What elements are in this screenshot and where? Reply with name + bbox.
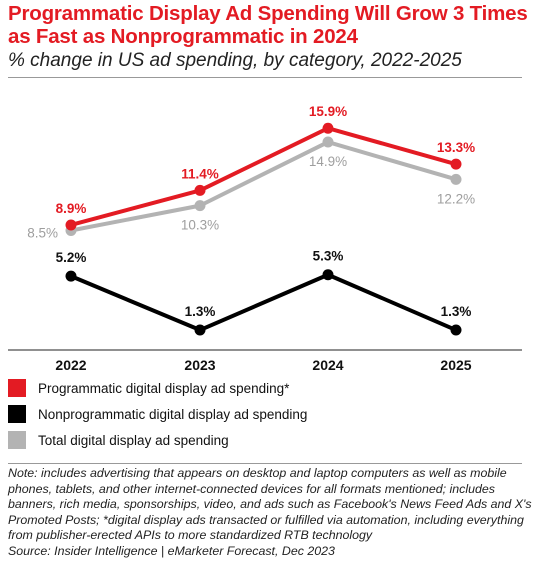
data-point: [65, 219, 77, 231]
legend-swatch-programmatic: [8, 379, 26, 397]
series-line-2: [70, 140, 457, 233]
chart-title: Programmatic Display Ad Spending Will Gr…: [8, 2, 528, 48]
data-label: 5.2%: [56, 250, 87, 265]
data-label: 11.4%: [181, 166, 219, 181]
data-point: [322, 122, 334, 134]
data-label: 5.3%: [313, 249, 344, 264]
legend-swatch-total: [8, 431, 26, 449]
legend-swatch-nonprogrammatic: [8, 405, 26, 423]
x-tick-label: 2022: [55, 357, 86, 370]
data-point: [450, 173, 462, 185]
data-point: [450, 324, 462, 336]
data-label: 14.9%: [309, 154, 347, 169]
chart-subtitle: % change in US ad spending, by category,…: [8, 50, 462, 71]
data-point: [194, 200, 206, 212]
data-label: 1.3%: [185, 304, 216, 319]
data-label: 10.3%: [181, 218, 219, 233]
x-tick-label: 2025: [440, 357, 471, 370]
legend-item-total: Total digital display ad spending: [8, 427, 528, 453]
footer-divider: [8, 463, 522, 464]
note-text: Note: includes advertising that appears …: [8, 466, 532, 543]
legend-item-programmatic: Programmatic digital display ad spending…: [8, 375, 528, 401]
data-point: [194, 324, 206, 336]
series-line-0: [70, 126, 457, 227]
data-point: [194, 184, 206, 196]
source-text: Source: Insider Intelligence | eMarketer…: [8, 543, 335, 558]
legend-label-nonprogrammatic: Nonprogrammatic digital display ad spend…: [38, 406, 308, 422]
header-divider: [8, 77, 522, 78]
legend-label-programmatic: Programmatic digital display ad spending…: [38, 380, 290, 396]
data-point: [322, 269, 334, 281]
series-line-1: [70, 272, 457, 333]
legend-label-total: Total digital display ad spending: [38, 432, 229, 448]
data-label: 13.3%: [437, 140, 475, 155]
data-label: 15.9%: [309, 104, 347, 119]
x-tick-label: 2023: [184, 357, 215, 370]
data-point: [322, 136, 334, 148]
chart-footnote: Note: includes advertising that appears …: [8, 466, 534, 560]
x-tick-label: 2024: [312, 357, 343, 370]
data-point: [65, 270, 77, 282]
chart-legend: Programmatic digital display ad spending…: [8, 375, 528, 453]
data-label: 8.9%: [56, 201, 87, 216]
legend-item-nonprogrammatic: Nonprogrammatic digital display ad spend…: [8, 401, 528, 427]
data-label: 1.3%: [441, 304, 472, 319]
data-label: 8.5%: [27, 226, 58, 241]
data-label: 12.2%: [437, 191, 475, 206]
line-chart: 2022 2023 2024 2025 8.9% 11.4% 15.9% 13.3% 5.2% 1…: [8, 104, 522, 370]
data-point: [450, 158, 462, 170]
